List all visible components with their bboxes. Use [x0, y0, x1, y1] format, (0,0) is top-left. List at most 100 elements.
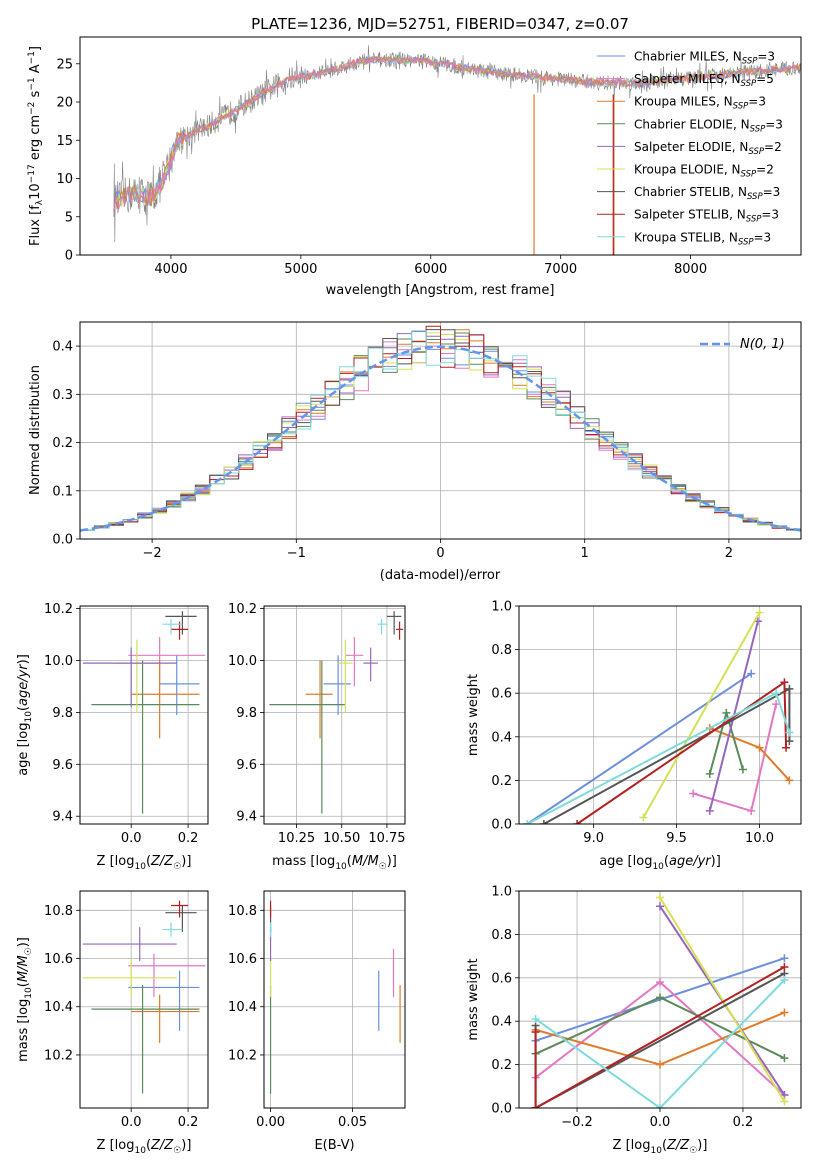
- axes-frame: [263, 890, 406, 1109]
- weight-marker-salpeter_stelib: [780, 678, 789, 687]
- legend-label: Salpeter STELIB, NSSP=3: [634, 208, 779, 225]
- y-tick-label: 10.2: [44, 1048, 73, 1063]
- y-tick-label: 10.8: [44, 904, 73, 919]
- x-axis-label: wavelength [Angstrom, rest frame]: [326, 283, 555, 298]
- x-tick-label: 0.2: [178, 1115, 199, 1130]
- legend-label: Chabrier MILES, NSSP=3: [634, 50, 775, 67]
- legend-label: Chabrier ELODIE, NSSP=3: [634, 117, 783, 134]
- x-tick-label: 10.50: [323, 831, 360, 846]
- chart-age_vs_Z: 0.0 0.2 9.4 9.6 9.8 10.0 10.2 Z [log10(Z/Z☉)] ag…: [16, 602, 209, 872]
- y-tick-label: 0.4: [52, 340, 73, 355]
- chart-mass_vs_Z: 0.0 0.2 10.2 10.4 10.6 10.8 Z [log10(Z/Z☉)] mas…: [16, 890, 209, 1156]
- weight-line-kroupa_stelib: [526, 691, 791, 824]
- plot-area: [113, 45, 801, 255]
- weight-marker-kroupa_stelib: [772, 689, 781, 698]
- axes-frame: [518, 605, 802, 825]
- x-axis-label: Z [log10(Z/Z☉)]: [97, 854, 192, 872]
- plot-area: [531, 893, 789, 1108]
- weight-marker-salpeter_stelib: [780, 962, 789, 971]
- axes-frame: [263, 605, 406, 825]
- chart-age_vs_mass: 10.25 10.50 10.75 9.4 9.6 9.8 10.0 10.2 mass [lo…: [228, 602, 405, 872]
- axes-frame: [79, 36, 802, 256]
- x-tick-label: 0.00: [256, 1115, 285, 1130]
- weight-line-kroupa_elodie: [659, 896, 786, 1103]
- y-tick-label: 9.4: [236, 810, 257, 825]
- weight-marker-salpeter_miles: [689, 789, 698, 798]
- x-tick-label: 2: [725, 546, 733, 561]
- weight-marker-kroupa_elodie: [639, 813, 648, 822]
- x-tick-label: 10.0: [745, 831, 774, 846]
- y-tick-label: 0.3: [52, 388, 73, 403]
- axes-frame: [518, 890, 802, 1109]
- weight-marker-chabrier_elodie: [705, 769, 714, 778]
- x-tick-label: 8000: [674, 262, 707, 277]
- plot-area: [80, 325, 801, 532]
- histogram-kroupa_stelib: [80, 330, 801, 531]
- weight-marker-kroupa_stelib: [780, 975, 789, 984]
- y-axis-label: mass [log10(M/M☉)]: [16, 937, 34, 1062]
- x-tick-label: −2: [143, 546, 162, 561]
- y-axis-label: mass weight: [466, 674, 481, 756]
- weight-marker-salpeter_elodie: [705, 806, 714, 815]
- x-tick-label: 9.5: [666, 831, 687, 846]
- weight-line-chabrier_miles: [526, 672, 752, 824]
- plot-area: [82, 611, 206, 814]
- y-axis-label: Normed distribution: [28, 365, 43, 495]
- x-axis-label: age [log10(age/yr)]: [599, 854, 721, 872]
- x-tick-label: 10.25: [278, 831, 315, 846]
- weight-marker-chabrier_miles: [780, 954, 789, 963]
- weight-marker-chabrier_elodie: [722, 708, 731, 717]
- weight-marker-kroupa_miles: [780, 1008, 789, 1017]
- weight-marker-chabrier_elodie: [780, 1054, 789, 1063]
- y-tick-label: 10.4: [228, 1000, 257, 1015]
- x-tick-label: 4000: [154, 262, 187, 277]
- normal-curve: [80, 345, 801, 532]
- legend-label: Kroupa ELODIE, NSSP=2: [634, 163, 774, 180]
- y-tick-label: 5: [65, 210, 73, 225]
- weight-marker-kroupa_miles: [656, 1060, 664, 1069]
- y-tick-label: 0.4: [491, 730, 512, 745]
- weight-marker-kroupa_stelib: [523, 820, 532, 824]
- weight-line-kroupa_stelib: [535, 979, 786, 1108]
- chart-residuals: −2 −1 0 1 2 0.0 0.1 0.2 0.3 0.4 N(0, 1) (data-model…: [28, 321, 802, 583]
- y-tick-label: 9.4: [52, 810, 73, 825]
- y-tick-label: 9.8: [52, 706, 73, 721]
- weight-marker-kroupa_stelib: [531, 1015, 540, 1024]
- chart-weight_vs_Z: −0.2 0.0 0.2 0.0 0.2 0.4 0.6 0.8 1.0 Z [log10(Z/Z…: [466, 885, 802, 1156]
- x-tick-label: 6000: [414, 262, 447, 277]
- x-tick-label: 0.0: [121, 1115, 142, 1130]
- y-tick-label: 10: [56, 172, 73, 187]
- y-tick-label: 0.2: [52, 436, 73, 451]
- x-tick-label: 9.0: [583, 831, 604, 846]
- y-tick-label: 10.4: [44, 1000, 73, 1015]
- weight-marker-kroupa_elodie: [780, 1097, 789, 1106]
- weight-marker-chabrier_stelib: [539, 820, 548, 824]
- y-tick-label: 0.0: [491, 1102, 512, 1117]
- y-tick-label: 1.0: [491, 885, 512, 900]
- legend-label: Salpeter ELODIE, NSSP=2: [634, 140, 782, 157]
- x-axis-label: mass [log10(M/M☉)]: [272, 854, 397, 872]
- y-tick-label: 0.2: [491, 774, 512, 789]
- x-axis-label: Z [log10(Z/Z☉)]: [97, 1138, 192, 1156]
- y-axis-label: mass weight: [466, 958, 481, 1040]
- y-axis-label: age [log10(age/yr)]: [16, 654, 34, 776]
- y-tick-label: 9.6: [52, 758, 73, 773]
- plot-area: [269, 900, 401, 1094]
- y-tick-label: 0.1: [52, 484, 73, 499]
- plot-area: [523, 608, 794, 824]
- y-tick-label: 0: [65, 249, 73, 264]
- y-tick-label: 0.0: [491, 818, 512, 833]
- weight-line-kroupa_miles: [709, 727, 791, 782]
- x-tick-label: 7000: [544, 262, 577, 277]
- histogram-salpeter_stelib: [80, 325, 801, 531]
- x-axis-label: Z [log10(Z/Z☉)]: [613, 1138, 708, 1156]
- axes-frame: [79, 321, 802, 540]
- y-tick-label: 0.2: [491, 1058, 512, 1073]
- x-tick-label: 0.2: [733, 1115, 754, 1130]
- weight-marker-kroupa_elodie: [656, 893, 664, 902]
- y-tick-label: 0.6: [491, 687, 512, 702]
- model-line-kroupa_elodie: [113, 54, 801, 211]
- y-tick-label: 9.8: [236, 706, 257, 721]
- x-tick-label: 0.0: [650, 1115, 671, 1130]
